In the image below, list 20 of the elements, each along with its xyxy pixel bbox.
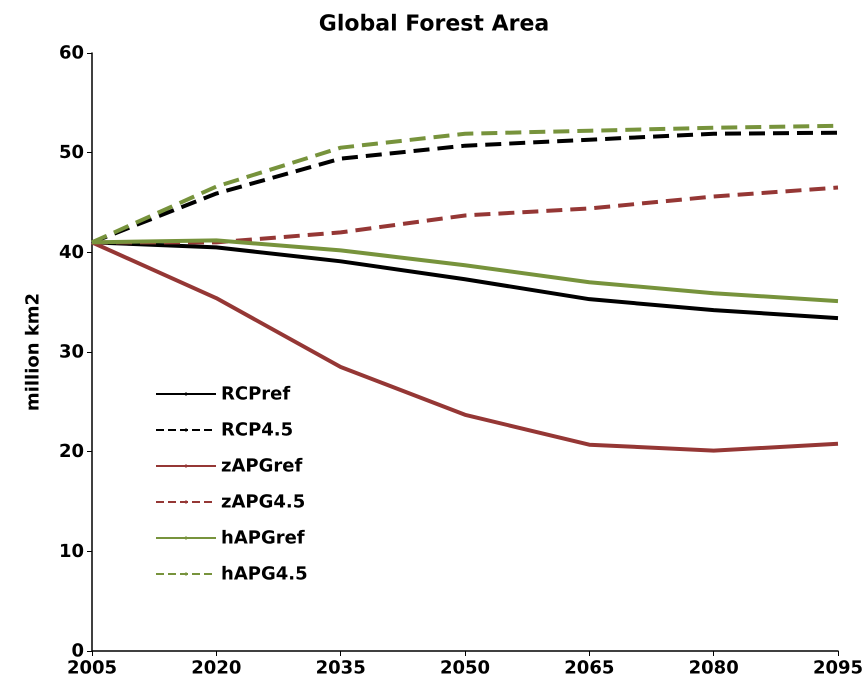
y-tick-label: 30 — [58, 342, 84, 362]
x-tick-label: 2035 — [316, 658, 366, 678]
x-tick-label: 2020 — [191, 658, 242, 678]
legend-label: RCP4.5 — [221, 420, 294, 440]
x-tick-label: 2095 — [812, 658, 864, 678]
y-axis-title: million km2 — [22, 292, 44, 412]
y-tick-label: 10 — [58, 540, 84, 562]
y-tick-label: 40 — [58, 242, 84, 263]
y-tick-label: 60 — [58, 42, 84, 64]
y-tick-label: 50 — [58, 142, 84, 164]
y-tick-label: 20 — [58, 441, 84, 462]
legend-label: zAPG4.5 — [221, 492, 306, 512]
legend-label: hAPG4.5 — [221, 564, 308, 584]
legend-label: hAPGref — [221, 528, 305, 548]
chart-title: Global Forest Area — [318, 12, 550, 36]
x-tick-label: 2080 — [688, 658, 739, 678]
legend-label: zAPGref — [221, 456, 302, 476]
x-tick-label: 2050 — [440, 658, 490, 678]
legend-label: RCPref — [221, 384, 290, 404]
x-tick-label: 2065 — [564, 658, 614, 678]
